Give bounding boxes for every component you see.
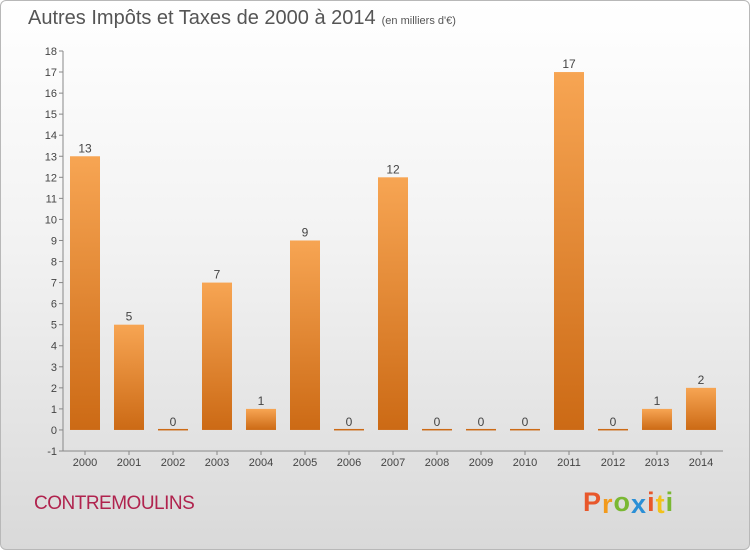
y-tick-label: 11 [46,193,57,205]
y-tick-label: 0 [51,425,57,437]
logo-letter: r [602,489,614,519]
data-label: 0 [434,415,441,429]
y-tick-label: 4 [51,341,57,353]
data-label: 0 [170,415,177,429]
x-tick-label: 2003 [205,457,229,469]
x-tick-label: 2007 [381,457,405,469]
logo-letter: P [583,487,603,517]
y-tick-label: 17 [45,67,57,79]
bar [246,408,276,430]
y-tick-label: 16 [45,88,57,100]
x-tick-label: 2011 [557,457,581,469]
bar [554,72,584,430]
bar [598,428,628,431]
y-tick-label: -1 [47,446,57,458]
data-label: 0 [478,415,485,429]
chart-title: Autres Impôts et Taxes de 2000 à 2014 (en… [28,7,456,30]
x-tick-label: 2010 [513,457,537,469]
bar [378,177,408,430]
title-unit: (en milliers d'€) [381,15,456,27]
data-label: 5 [126,310,133,324]
bar [686,387,716,430]
y-tick-label: 7 [51,278,57,290]
logo-letter: t [655,489,666,519]
x-tick-label: 2012 [601,457,625,469]
data-label: 7 [214,268,221,282]
commune-name: CONTREMOULINS [34,493,195,514]
data-label: 0 [522,415,529,429]
data-label: 0 [610,415,617,429]
y-tick-label: 15 [45,109,57,121]
x-tick-label: 2005 [293,457,317,469]
data-label: 12 [386,162,400,176]
y-tick-label: 5 [51,320,57,332]
data-label: 1 [258,394,265,408]
y-tick-label: 3 [51,362,57,374]
bar [202,282,232,430]
x-tick-label: 2009 [469,457,493,469]
y-tick-label: 1 [51,404,57,416]
bar [290,240,320,430]
y-tick-label: 2 [51,383,57,395]
bar [510,428,540,431]
y-tick-label: 14 [45,130,57,142]
bar [70,156,100,430]
y-tick-label: 6 [51,299,57,311]
data-label: 17 [562,57,576,71]
bar [334,428,364,431]
proxiti-logo[interactable]: Proxiti [583,487,675,519]
x-tick-label: 2014 [689,457,713,469]
data-label: 9 [302,225,309,239]
y-tick-label: 13 [45,151,57,163]
x-tick-label: 2013 [645,457,669,469]
y-tick-label: 8 [51,257,57,269]
x-tick-label: 2002 [161,457,185,469]
x-tick-label: 2001 [117,457,141,469]
logo-letter: x [631,489,648,519]
title-main: Autres Impôts et Taxes de 2000 à 2014 [28,7,376,29]
x-tick-label: 2004 [249,457,273,469]
data-label: 0 [346,415,353,429]
logo-letter: i [647,487,656,517]
data-label: 1 [654,394,661,408]
y-tick-label: 18 [45,46,57,58]
bar [114,324,144,430]
data-label: 2 [698,373,705,387]
data-label: 13 [78,141,92,155]
bar [422,428,452,431]
logo-letter: o [613,487,632,517]
bar [466,428,496,431]
logo-letter: i [665,487,675,517]
x-tick-label: 2000 [73,457,97,469]
bar [642,408,672,430]
x-tick-label: 2008 [425,457,449,469]
y-tick-label: 12 [45,172,57,184]
x-tick-label: 2006 [337,457,361,469]
y-tick-label: 9 [51,235,57,247]
bar [158,428,188,431]
y-tick-label: 10 [45,214,57,226]
